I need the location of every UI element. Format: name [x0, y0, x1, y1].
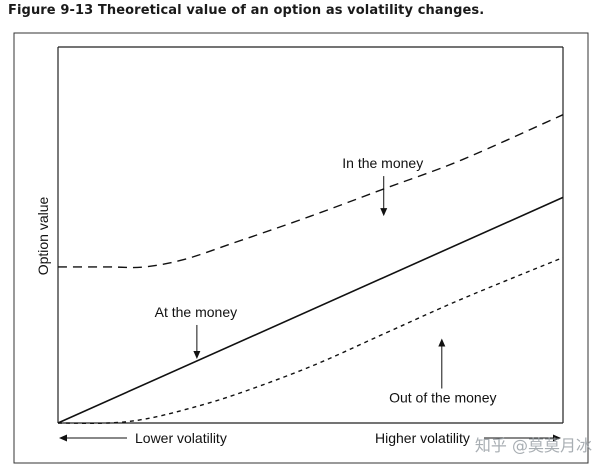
series-line-in-the-money	[57, 114, 564, 269]
annotation-out-of-the-money: Out of the money	[389, 338, 497, 406]
annotation-arrow-head-out-of-the-money	[438, 338, 446, 347]
x-axis-right-label: Higher volatility	[375, 430, 470, 446]
series-line-at-the-money	[57, 196, 564, 424]
annotation-arrow-head-at-the-money	[193, 350, 201, 359]
chart-frame	[13, 32, 589, 464]
annotation-label-at-the-money: At the money	[155, 304, 238, 320]
annotation-arrow-head-in-the-money	[380, 208, 388, 217]
annotation-label-in-the-money: In the money	[342, 155, 423, 171]
watermark: 知乎 @莫莫月冰	[474, 436, 592, 455]
series-layer	[57, 114, 564, 424]
x-axis-left-label: Lower volatility	[135, 430, 227, 446]
right-arrow-head	[553, 434, 561, 442]
series-line-out-of-the-money	[57, 256, 564, 424]
x-axis-left-caption: Lower volatility	[59, 430, 227, 446]
annotation-in-the-money: In the money	[342, 155, 423, 217]
y-axis-label: Option value	[35, 196, 51, 275]
figure-title: Figure 9-13 Theoretical value of an opti…	[8, 3, 485, 18]
annotation-layer: In the money At the money Out of the money	[155, 155, 497, 405]
annotation-label-out-of-the-money: Out of the money	[389, 390, 496, 406]
x-axis-right-caption: Higher volatility	[375, 430, 561, 446]
left-arrow-head	[59, 434, 67, 442]
annotation-at-the-money: At the money	[155, 304, 238, 359]
